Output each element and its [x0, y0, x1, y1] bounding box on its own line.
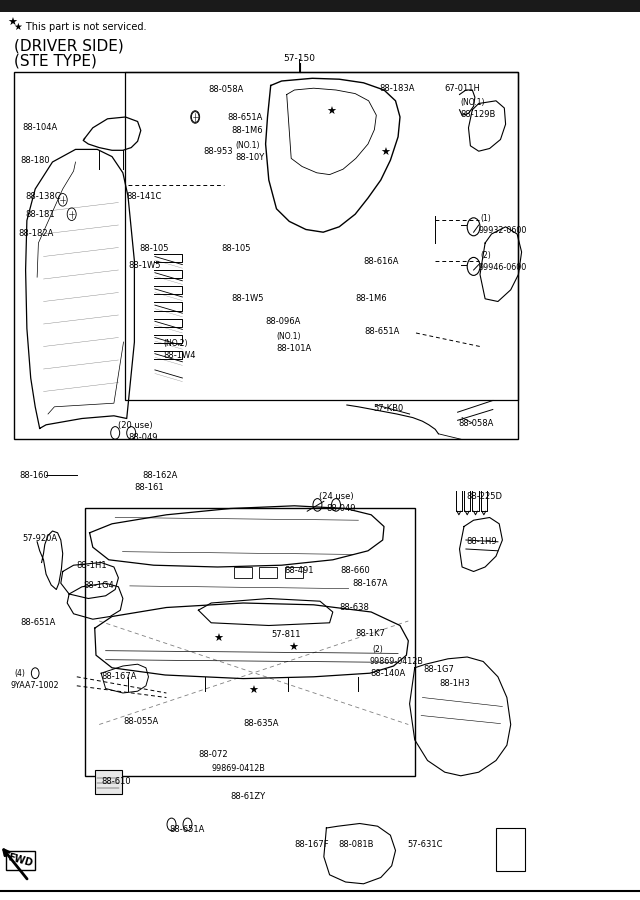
- Text: (1): (1): [480, 214, 491, 223]
- Text: 88-058A: 88-058A: [458, 418, 493, 427]
- Text: 88-072: 88-072: [198, 750, 228, 759]
- Text: 88-105: 88-105: [221, 244, 251, 253]
- Text: (20 use): (20 use): [118, 421, 153, 430]
- Text: 57-KB0: 57-KB0: [374, 404, 404, 413]
- Text: 88-081B: 88-081B: [338, 840, 373, 849]
- Text: 99946-0600: 99946-0600: [479, 263, 527, 272]
- Text: ★: ★: [380, 148, 390, 158]
- Bar: [0, 0, 640, 12]
- Text: 88-161: 88-161: [134, 483, 164, 492]
- Text: 88-1M6: 88-1M6: [232, 126, 263, 135]
- Text: 88-1G4: 88-1G4: [83, 580, 114, 590]
- Text: 88-651A: 88-651A: [227, 112, 262, 122]
- Text: 57-811: 57-811: [271, 630, 301, 639]
- Text: (2): (2): [480, 251, 491, 260]
- Text: 88-167A: 88-167A: [352, 579, 387, 588]
- Text: 88-140A: 88-140A: [370, 669, 405, 678]
- Text: 88-1G7: 88-1G7: [424, 665, 454, 674]
- Text: ★ This part is not serviced.: ★ This part is not serviced.: [14, 22, 147, 32]
- Text: 88-651A: 88-651A: [365, 327, 400, 336]
- Text: ★: ★: [213, 634, 223, 644]
- Text: (24 use): (24 use): [319, 492, 353, 501]
- Bar: [125, 72, 518, 400]
- Text: (NO.1): (NO.1): [461, 98, 485, 107]
- Text: 99869-0412B: 99869-0412B: [211, 764, 265, 773]
- Text: 88-138C: 88-138C: [26, 192, 61, 201]
- Text: 88-616A: 88-616A: [363, 256, 398, 266]
- Text: 88-183A: 88-183A: [379, 84, 414, 93]
- Text: (2): (2): [372, 645, 383, 654]
- Bar: [259, 567, 277, 578]
- Text: (NO.1): (NO.1): [276, 332, 301, 341]
- Text: 88-141C: 88-141C: [126, 192, 161, 201]
- Text: 88-1H3: 88-1H3: [439, 680, 470, 688]
- Bar: [285, 567, 303, 578]
- Text: 88-162A: 88-162A: [142, 471, 177, 480]
- Text: 88-660: 88-660: [340, 566, 370, 575]
- Text: 88-1H1: 88-1H1: [77, 561, 108, 570]
- Bar: [14, 72, 518, 439]
- Text: 88-953: 88-953: [204, 147, 233, 156]
- Text: 88-104A: 88-104A: [22, 123, 58, 132]
- Text: 88-651A: 88-651A: [20, 618, 56, 627]
- Text: 88-096A: 88-096A: [266, 317, 301, 326]
- Text: 88-1W4: 88-1W4: [163, 351, 196, 360]
- Text: 88-129B: 88-129B: [461, 110, 496, 119]
- Text: 88-1K7: 88-1K7: [355, 629, 385, 638]
- Text: 88-058A: 88-058A: [208, 86, 243, 94]
- Text: ★: ★: [288, 643, 298, 653]
- Text: 88-180: 88-180: [20, 156, 50, 165]
- Text: ★: ★: [8, 17, 18, 28]
- Text: 88-61ZY: 88-61ZY: [230, 792, 266, 801]
- Text: 88-225D: 88-225D: [466, 492, 502, 501]
- Text: 88-1H9: 88-1H9: [466, 537, 497, 546]
- Text: 88-182A: 88-182A: [18, 230, 53, 238]
- Text: 88-610: 88-610: [101, 777, 131, 786]
- Text: 88-1M6: 88-1M6: [356, 294, 387, 303]
- Text: 57-920A: 57-920A: [22, 534, 58, 543]
- Text: 99869-0412B: 99869-0412B: [370, 657, 424, 666]
- Text: 88-167A: 88-167A: [101, 672, 136, 681]
- Text: 88-651A: 88-651A: [170, 825, 205, 834]
- Text: 88-101A: 88-101A: [276, 344, 312, 353]
- Bar: [6, 850, 35, 870]
- Text: 9YAA7-1002: 9YAA7-1002: [10, 681, 59, 690]
- Text: 88-635A: 88-635A: [243, 719, 278, 728]
- Text: 99932-0600: 99932-0600: [479, 226, 527, 235]
- Text: 88-049: 88-049: [326, 504, 356, 513]
- Text: 88-1W5: 88-1W5: [232, 294, 264, 303]
- Text: 88-1W5: 88-1W5: [128, 261, 161, 270]
- Text: (4): (4): [14, 669, 25, 678]
- Text: ★: ★: [326, 106, 337, 117]
- Text: 88-105: 88-105: [140, 244, 169, 253]
- Text: 88-181: 88-181: [26, 210, 55, 219]
- Text: 57-631C: 57-631C: [407, 840, 442, 849]
- Text: 88-491: 88-491: [285, 566, 314, 575]
- Text: (STE TYPE): (STE TYPE): [14, 54, 97, 69]
- Text: 88-160: 88-160: [19, 471, 49, 480]
- Bar: [496, 828, 525, 871]
- Text: (NO.2): (NO.2): [163, 339, 188, 348]
- Text: 57-150: 57-150: [284, 54, 316, 63]
- Text: 88-167F: 88-167F: [294, 840, 329, 849]
- Bar: [85, 508, 415, 776]
- Bar: [234, 567, 252, 578]
- Text: 88-10Y: 88-10Y: [236, 153, 265, 162]
- Text: 67-011H: 67-011H: [445, 84, 481, 93]
- Text: 88-638: 88-638: [339, 603, 369, 612]
- Text: (NO.1): (NO.1): [236, 141, 260, 150]
- Text: 88-049: 88-049: [128, 433, 157, 442]
- Text: (DRIVER SIDE): (DRIVER SIDE): [14, 39, 124, 54]
- Text: ★: ★: [248, 686, 259, 697]
- Bar: [95, 770, 122, 794]
- Text: 88-055A: 88-055A: [124, 717, 159, 726]
- Text: FWD: FWD: [7, 852, 34, 868]
